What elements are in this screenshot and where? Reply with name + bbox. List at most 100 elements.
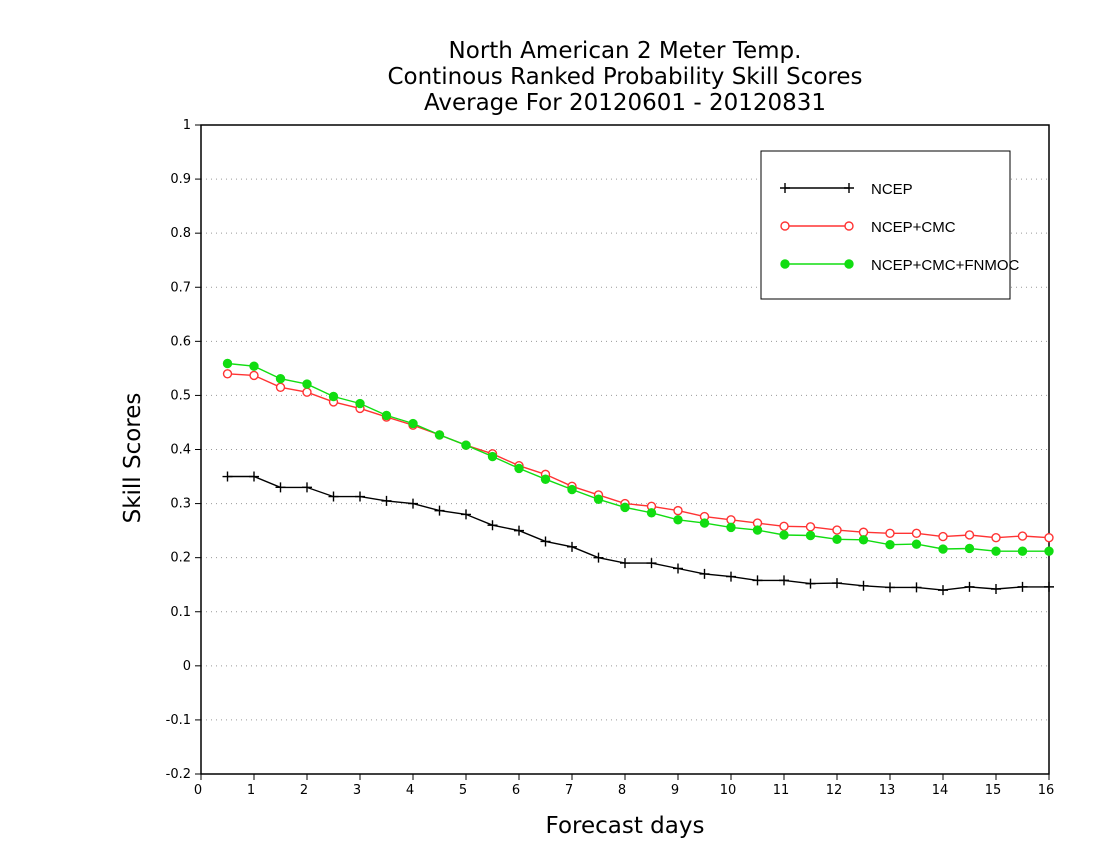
data-point: [646, 508, 657, 518]
y-tick-label: 0: [183, 659, 191, 674]
data-point: [249, 471, 259, 482]
data-point: [381, 410, 392, 421]
data-point: [991, 584, 1001, 595]
y-tick-label: 0.8: [170, 226, 191, 241]
legend-marker: [780, 259, 790, 269]
data-point: [858, 527, 869, 537]
data-point: [964, 581, 975, 592]
data-point: [620, 502, 630, 513]
data-point: [567, 541, 577, 552]
data-point: [1017, 581, 1028, 592]
data-point: [1044, 532, 1054, 543]
data-point: [1044, 546, 1054, 556]
data-point: [938, 544, 948, 554]
x-tick-label: 6: [512, 783, 520, 798]
data-point: [249, 361, 259, 371]
data-point: [699, 518, 710, 528]
y-axis-label: Skill Scores: [120, 393, 146, 524]
x-tick-label: 13: [879, 783, 896, 798]
series-layer: [222, 358, 1054, 596]
x-tick-label: 3: [353, 783, 361, 798]
data-point: [302, 482, 312, 493]
data-point: [222, 471, 233, 482]
x-tick-label: 14: [932, 783, 949, 798]
data-point: [302, 379, 312, 389]
legend-marker: [844, 183, 854, 193]
legend-marker: [844, 221, 854, 231]
data-point: [434, 430, 445, 440]
x-tick-label: 10: [720, 783, 737, 798]
x-tick-label: 11: [773, 783, 790, 798]
y-tick-label: 0.5: [170, 388, 191, 403]
data-point: [620, 558, 630, 569]
y-tick-label: -0.1: [166, 713, 191, 728]
legend-entry: NCEP: [780, 181, 913, 198]
data-point: [434, 505, 445, 516]
data-point: [805, 578, 816, 589]
data-point: [991, 532, 1001, 543]
legend-marker: [780, 183, 790, 193]
data-point: [1017, 531, 1028, 541]
legend-entry: NCEP+CMC: [780, 219, 956, 236]
y-tick-label: 0.6: [170, 334, 191, 349]
data-point: [461, 509, 471, 520]
y-tick-label: 0.2: [170, 551, 191, 566]
y-tick-label: 0.7: [170, 280, 191, 295]
data-point: [328, 491, 339, 502]
data-point: [222, 369, 233, 379]
data-point: [593, 552, 604, 563]
x-tick-label: 0: [194, 783, 202, 798]
data-point: [832, 578, 842, 589]
x-tick-label: 12: [826, 783, 843, 798]
x-axis-label: Forecast days: [546, 813, 705, 839]
data-point: [805, 530, 816, 541]
data-point: [646, 558, 657, 569]
legend-marker: [780, 221, 790, 231]
data-point: [275, 382, 286, 393]
data-point: [858, 580, 869, 591]
data-point: [461, 440, 471, 450]
data-point: [779, 521, 789, 531]
x-tick-label: 9: [671, 783, 679, 798]
data-point: [593, 494, 604, 504]
data-point: [726, 571, 736, 582]
data-point: [858, 535, 869, 545]
legend-label: NCEP+CMC+FNMOC: [871, 257, 1020, 274]
data-point: [911, 528, 922, 539]
data-point: [964, 543, 975, 554]
data-point: [381, 495, 392, 506]
data-point: [1017, 546, 1028, 556]
x-tick-label: 15: [985, 783, 1002, 798]
series-line: [227, 373, 1050, 539]
data-point: [832, 534, 842, 544]
x-tick-label: 16: [1038, 783, 1055, 798]
data-point: [355, 398, 365, 409]
data-point: [487, 520, 498, 531]
x-tick-label: 8: [618, 783, 626, 798]
data-point: [752, 575, 763, 586]
data-point: [408, 418, 418, 429]
data-point: [275, 373, 286, 384]
data-point: [487, 451, 498, 462]
data-point: [1044, 581, 1054, 592]
data-point: [408, 498, 418, 509]
data-point: [726, 515, 736, 525]
series-line: [227, 475, 1049, 591]
legend-label: NCEP+CMC: [871, 219, 956, 236]
legend-marker: [844, 259, 854, 269]
data-point: [938, 531, 948, 542]
data-point: [991, 546, 1001, 556]
data-point: [752, 525, 763, 535]
data-point: [779, 575, 789, 586]
x-tick-label: 4: [406, 783, 414, 798]
data-point: [514, 525, 524, 536]
legend: NCEP NCEP+CMC NCEP+CMC+FNMOC: [760, 150, 1020, 300]
legend-entry: NCEP+CMC+FNMOC: [780, 257, 1020, 274]
data-point: [699, 568, 710, 579]
series-line: [227, 362, 1049, 552]
x-tick-label: 5: [459, 783, 467, 798]
y-tick-label: 0.4: [170, 443, 191, 458]
data-point: [885, 539, 895, 550]
legend-label: NCEP: [871, 181, 913, 198]
series-ncep-cmc-fnmoc: [222, 358, 1054, 556]
